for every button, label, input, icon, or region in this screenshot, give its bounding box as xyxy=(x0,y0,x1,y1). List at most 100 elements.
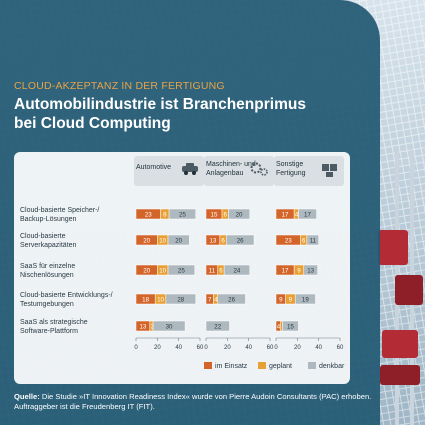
bar-5-3-3 xyxy=(282,320,299,332)
bar-value-5-1-1: 13 xyxy=(139,323,146,330)
kicker-label: CLOUD-AKZEPTANZ IN DER FERTIGUNG xyxy=(14,80,225,92)
bar-3-1-3 xyxy=(167,264,195,276)
car-icon-body xyxy=(182,166,198,172)
row-label-1-line-1: Cloud-basierte Speicher-/ xyxy=(20,207,99,214)
x-tick-label: 40 xyxy=(245,345,252,351)
x-tick-label: 20 xyxy=(154,345,161,351)
bar-2-3-3 xyxy=(306,234,319,246)
group-label-3-line-1: Sonstige xyxy=(276,161,303,168)
bar-value-1-3-2: 4 xyxy=(295,211,299,218)
bar-value-4-3-2: 9 xyxy=(289,296,293,303)
x-tick-label: 20 xyxy=(294,345,301,351)
bar-value-4-3-1: 9 xyxy=(279,296,283,303)
bar-5-1-3 xyxy=(152,320,186,332)
bar-2-2-3 xyxy=(226,234,255,246)
bar-value-5-3-1: 4 xyxy=(277,323,281,330)
title-line-2: bei Cloud Computing xyxy=(14,115,171,132)
x-tick-label: 0 xyxy=(274,345,278,351)
box-icon-part xyxy=(330,164,337,171)
box-icon-part xyxy=(322,164,329,171)
bar-value-4-1-2: 10 xyxy=(157,296,164,303)
bar-value-3-3-2: 9 xyxy=(297,267,301,274)
bar-value-1-2-1: 15 xyxy=(211,211,218,218)
bar-value-3-2-3: 24 xyxy=(233,267,240,274)
bar-value-3-1-1: 20 xyxy=(143,267,150,274)
bar-value-5-1-2: 3 xyxy=(151,323,155,330)
group-label-1: Automotive xyxy=(136,164,171,171)
x-tick-label: 0 xyxy=(204,345,208,351)
bar-value-3-3-1: 17 xyxy=(282,267,289,274)
bar-value-2-1-1: 20 xyxy=(143,237,150,244)
group-header-3 xyxy=(274,156,344,186)
bar-value-1-1-2: 8 xyxy=(163,211,167,218)
group-label-2-line-1: Maschinen- und xyxy=(206,161,256,168)
bar-value-5-2-3: 22 xyxy=(214,323,221,330)
bar-value-5-3-3: 15 xyxy=(287,323,294,330)
box-icon-part xyxy=(326,172,333,177)
bar-value-4-1-3: 28 xyxy=(177,296,184,303)
x-tick-label: 60 xyxy=(337,345,344,351)
bar-value-2-3-3: 11 xyxy=(310,237,317,244)
source-text: Die Studie »IT Innovation Readiness Inde… xyxy=(14,392,372,411)
group-label-2-line-2: Anlagenbau xyxy=(206,170,243,177)
bar-value-2-3-2: 6 xyxy=(302,237,306,244)
page-title: Automobilindustrie ist Branchenprimus be… xyxy=(14,95,354,133)
legend-label-1: im Einsatz xyxy=(215,363,248,370)
car-icon-roof xyxy=(186,163,194,167)
bar-4-1-3 xyxy=(165,293,196,305)
bar-value-3-2-2: 6 xyxy=(219,267,223,274)
row-label-3-line-1: SaaS für einzelne xyxy=(20,263,75,270)
bar-value-3-2-1: 11 xyxy=(209,267,216,274)
car-icon-wheel xyxy=(184,171,188,175)
x-tick-label: 40 xyxy=(175,345,182,351)
bar-1-1-3 xyxy=(168,208,196,220)
source-note: Quelle: Die Studie »IT Innovation Readin… xyxy=(14,392,414,411)
bar-value-3-1-2: 10 xyxy=(159,267,166,274)
title-line-1: Automobilindustrie ist Branchenprimus xyxy=(14,96,306,113)
source-label: Quelle: xyxy=(14,392,40,401)
gear-icon-large xyxy=(250,162,262,174)
bar-1-2-3 xyxy=(228,208,250,220)
bar-4-2-3 xyxy=(217,293,246,305)
bar-value-1-3-1: 17 xyxy=(282,211,289,218)
gears-icon xyxy=(250,162,268,176)
x-tick-label: 20 xyxy=(224,345,231,351)
x-tick-label: 60 xyxy=(197,345,204,351)
legend-label-3: denkbar xyxy=(319,363,345,370)
car-icon xyxy=(182,163,198,175)
bar-value-2-3-1: 23 xyxy=(285,237,292,244)
legend-swatch-3 xyxy=(308,362,316,369)
bar-3-3-3 xyxy=(303,264,318,276)
bar-value-2-2-2: 6 xyxy=(221,237,225,244)
bar-value-3-1-3: 25 xyxy=(178,267,185,274)
row-label-5-line-2: Software-Plattform xyxy=(20,328,78,335)
bar-5-3-2 xyxy=(280,320,283,332)
bar-value-2-1-2: 10 xyxy=(159,237,166,244)
gear-icon-small xyxy=(260,168,268,176)
bar-value-1-1-1: 23 xyxy=(145,211,152,218)
x-tick-label: 60 xyxy=(267,345,274,351)
car-icon-wheel xyxy=(192,171,196,175)
bar-value-4-1-1: 18 xyxy=(142,296,149,303)
bar-value-2-2-1: 13 xyxy=(209,237,216,244)
x-tick-label: 0 xyxy=(134,345,138,351)
bar-value-2-2-3: 26 xyxy=(237,237,244,244)
bar-value-4-3-3: 19 xyxy=(302,296,309,303)
row-label-4-line-1: Cloud-basierte Entwicklungs-/ xyxy=(20,292,113,299)
bar-2-1-3 xyxy=(167,234,190,246)
row-label-3-line-2: Nischenlösungen xyxy=(20,272,74,279)
bar-value-3-3-3: 13 xyxy=(307,267,314,274)
bar-value-2-1-3: 20 xyxy=(175,237,182,244)
row-label-2-line-2: Serverkapazitäten xyxy=(20,242,77,249)
row-label-2-line-1: Cloud-basierte xyxy=(20,233,66,240)
bar-value-5-1-3: 30 xyxy=(166,323,173,330)
bar-value-1-2-3: 20 xyxy=(236,211,243,218)
legend-swatch-2 xyxy=(258,362,266,369)
row-label-4-line-2: Testumgebungen xyxy=(20,301,74,308)
legend-label-2: geplant xyxy=(269,363,292,370)
bar-3-2-3 xyxy=(223,264,250,276)
x-tick-label: 40 xyxy=(315,345,322,351)
bar-value-4-2-1: 7 xyxy=(208,296,212,303)
bar-value-4-2-2: 4 xyxy=(214,296,218,303)
